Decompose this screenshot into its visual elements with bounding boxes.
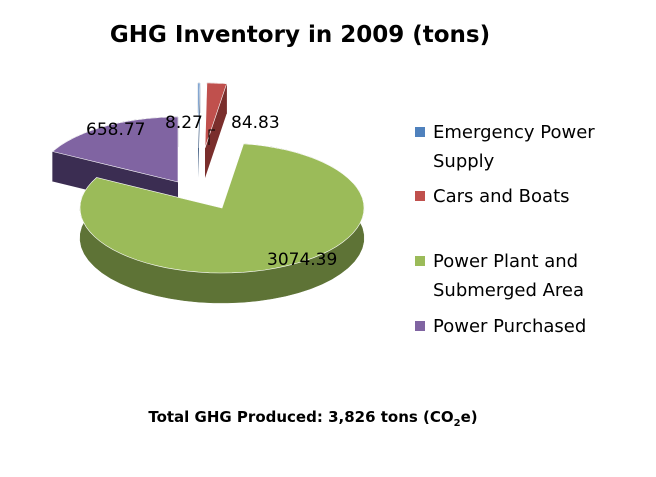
- legend-label: Power Plant and: [433, 251, 579, 272]
- pie-slice-power-plant-and-submerged-area: [79, 143, 365, 274]
- chart-title: GHG Inventory in 2009 (tons): [109, 22, 491, 48]
- leader-line: [208, 129, 215, 145]
- pie-slice-emergency-power-supply: [197, 82, 201, 149]
- data-label: 8.27: [165, 113, 203, 133]
- total-ghg-text: Total GHG Produced: 3,826 tons (CO: [148, 408, 454, 426]
- legend-swatch: [415, 127, 425, 137]
- legend-label-cont: Supply: [433, 151, 495, 172]
- legend-label: Cars and Boats: [433, 186, 570, 207]
- legend-swatch: [415, 191, 425, 201]
- co2-subscript: 2: [453, 418, 461, 429]
- legend-label: Power Purchased: [433, 316, 587, 337]
- pie-slice-edge: [205, 83, 227, 178]
- pie-slice-power-purchased: [51, 116, 179, 183]
- data-label: 3074.39: [267, 250, 337, 270]
- legend-swatch: [415, 321, 425, 331]
- legend-label: Emergency Power: [433, 122, 595, 143]
- data-label: 84.83: [231, 113, 280, 133]
- legend-swatch: [415, 256, 425, 266]
- legend-label-cont: Submerged Area: [433, 280, 585, 301]
- total-ghg-suffix: e): [460, 408, 478, 426]
- pie-slice-cars-and-boats: [204, 82, 227, 149]
- data-label: 658.77: [86, 120, 145, 140]
- total-ghg-note: Total GHG Produced: 3,826 tons (CO2e): [0, 408, 626, 429]
